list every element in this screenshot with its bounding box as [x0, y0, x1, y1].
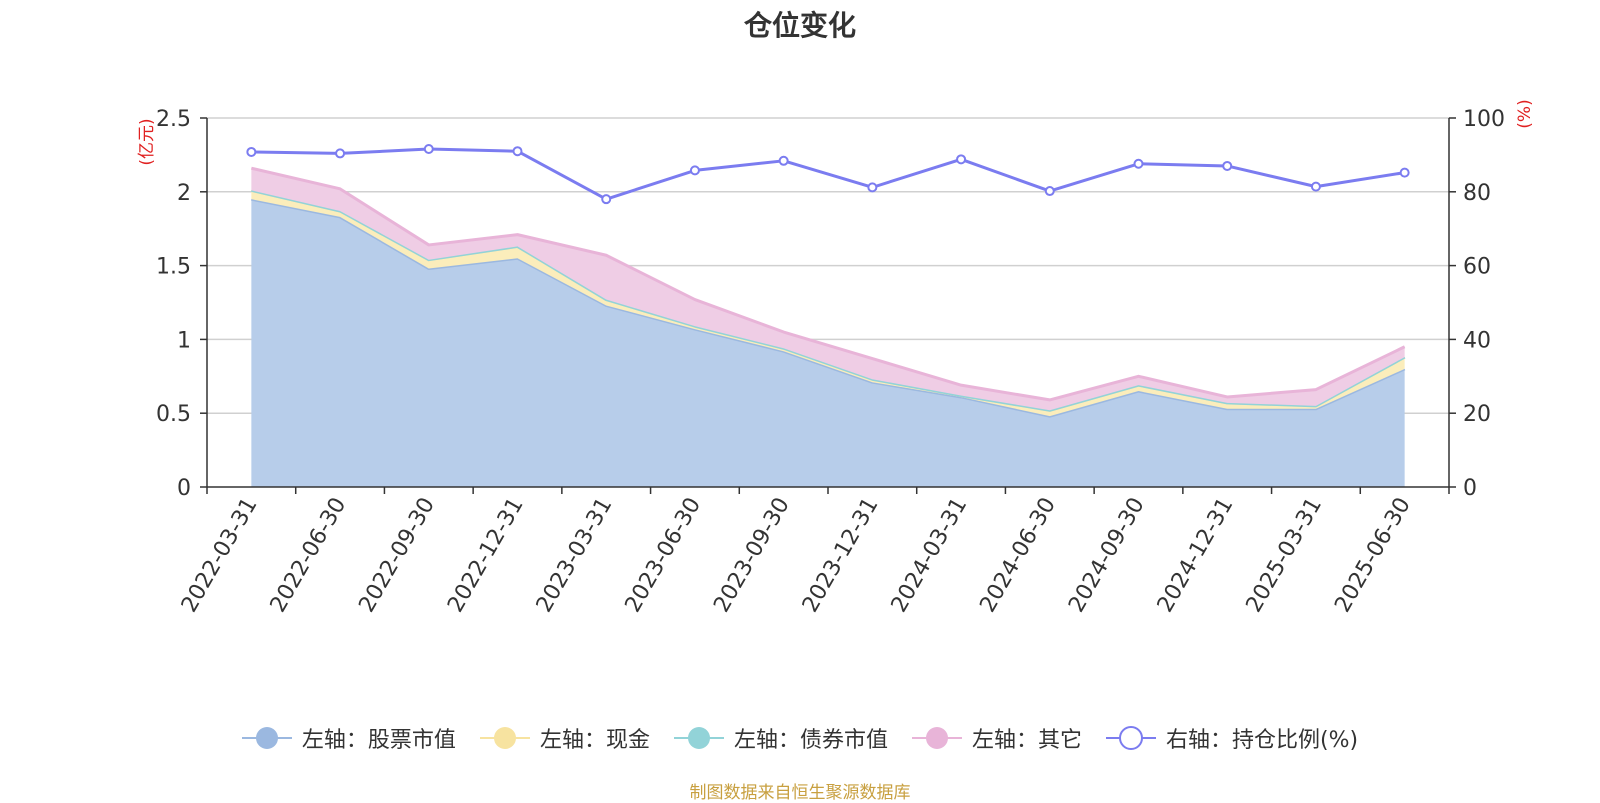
legend-item[interactable]: 右轴：持仓比例(%)	[1105, 722, 1359, 754]
x-tick-label: 2022-06-30	[266, 494, 352, 617]
x-tick-label: 2024-03-31	[887, 494, 973, 617]
legend-item[interactable]: 左轴：其它	[911, 722, 1082, 754]
legend-label: 右轴：持仓比例(%)	[1165, 728, 1359, 753]
x-tick-label: 2024-09-30	[1064, 494, 1150, 617]
ratio-point	[1133, 158, 1144, 169]
legend-item[interactable]: 左轴：债券市值	[673, 722, 888, 754]
legend-label: 左轴：现金	[539, 728, 650, 753]
ratio-point	[335, 148, 346, 159]
data-source-note: 制图数据来自恒生聚源数据库	[689, 783, 911, 803]
right-tick-label: 0	[1463, 476, 1477, 501]
left-tick-label: 2.5	[156, 107, 191, 132]
left-tick-label: 0	[177, 476, 191, 501]
ratio-point	[246, 146, 257, 157]
ratio-point	[867, 182, 878, 193]
area-series-3	[251, 168, 1405, 411]
legend-circle-icon	[479, 727, 530, 749]
right-tick-label: 100	[1463, 107, 1505, 132]
ratio-point	[423, 143, 434, 154]
legend-hollow-circle-icon	[1105, 726, 1156, 750]
ratio-point	[1044, 186, 1055, 197]
right-tick-label: 80	[1463, 181, 1491, 206]
x-tick-label: 2022-03-31	[177, 494, 263, 617]
legend-label: 左轴：股票市值	[301, 728, 456, 753]
right-tick-label: 60	[1463, 255, 1491, 280]
x-tick-label: 2024-12-31	[1153, 494, 1239, 617]
ratio-point	[956, 154, 967, 165]
ratio-point	[1222, 160, 1233, 171]
left-tick-label: 1.5	[156, 255, 191, 280]
ratio-point	[1399, 167, 1410, 178]
x-tick-label: 2022-12-31	[443, 494, 529, 617]
legend-label: 左轴：债券市值	[733, 728, 888, 753]
area-line-series-3	[251, 166, 1406, 402]
ratio-point	[512, 146, 523, 157]
chart-title: 仓位变化	[743, 9, 856, 42]
legend-circle-icon	[911, 727, 962, 749]
legend-circle-icon	[241, 727, 292, 749]
left-axis-unit-label: (亿元)	[137, 118, 157, 165]
left-tick-label: 0.5	[156, 402, 191, 427]
ratio-point	[1310, 181, 1321, 192]
legend-item[interactable]: 左轴：股票市值	[241, 722, 456, 754]
ratio-line	[251, 147, 1405, 201]
right-axis-unit-label: (%)	[1515, 99, 1535, 128]
ratio-point	[689, 165, 700, 176]
left-tick-label: 2	[177, 181, 191, 206]
right-tick-label: 20	[1463, 402, 1491, 427]
x-tick-label: 2022-09-30	[354, 494, 440, 617]
ratio-point	[778, 155, 789, 166]
x-tick-label: 2024-06-30	[975, 494, 1061, 617]
x-tick-label: 2025-06-30	[1330, 494, 1416, 617]
chart-legend: 左轴：股票市值 左轴：现金 左轴：债券市值 左轴：其它 右轴：持仓比例(%)	[0, 722, 1600, 754]
left-tick-label: 1	[177, 328, 191, 353]
legend-label: 左轴：其它	[971, 728, 1082, 753]
x-tick-label: 2023-09-30	[709, 494, 795, 617]
legend-circle-icon	[673, 727, 724, 749]
right-tick-label: 40	[1463, 328, 1491, 353]
legend-item[interactable]: 左轴：现金	[479, 722, 650, 754]
x-tick-label: 2025-03-31	[1242, 494, 1328, 617]
x-tick-label: 2023-06-30	[621, 494, 707, 617]
ratio-point	[601, 194, 612, 205]
x-tick-label: 2023-12-31	[798, 494, 884, 617]
x-tick-label: 2023-03-31	[532, 494, 618, 617]
